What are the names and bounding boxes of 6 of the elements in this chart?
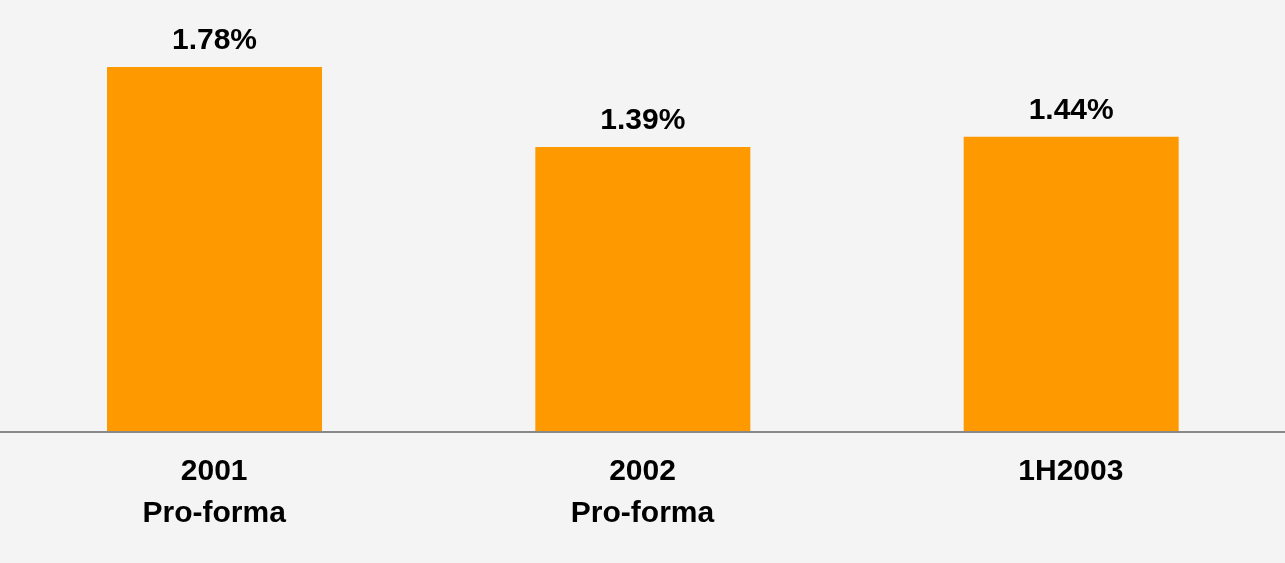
- x-tick-label: 2001 Pro-forma: [142, 453, 287, 528]
- data-label: 1.78%: [171, 22, 258, 55]
- x-tick-label: 1H2003: [1018, 453, 1124, 486]
- data-label: 1.44%: [1028, 91, 1114, 125]
- x-tick-label: 2002 Pro-forma: [570, 453, 715, 528]
- data-label: 1.39%: [600, 101, 686, 135]
